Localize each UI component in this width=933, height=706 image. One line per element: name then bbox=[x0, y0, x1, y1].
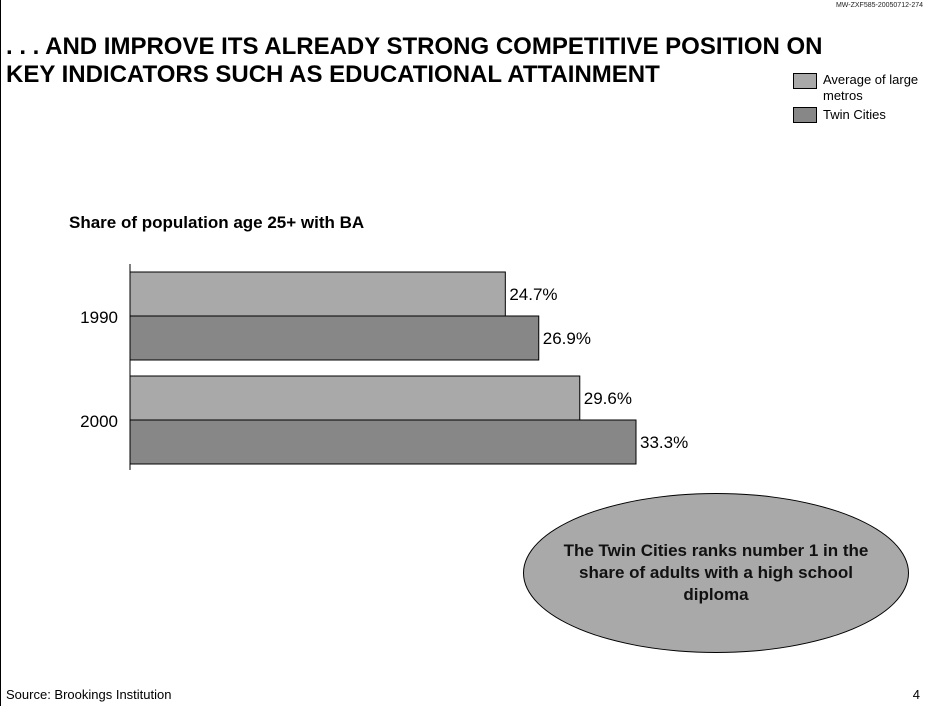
document-id: MW-ZXF585-20050712-274 bbox=[835, 2, 923, 9]
legend-label-average: Average of large metros bbox=[823, 72, 919, 103]
bar-average-1990 bbox=[129, 271, 506, 317]
chart-legend: Average of large metros Twin Cities bbox=[793, 72, 928, 141]
data-label-average-1990: 24.7% bbox=[509, 285, 557, 304]
legend-item-twin-cities: Twin Cities bbox=[793, 107, 928, 141]
callout-ellipse: The Twin Cities ranks number 1 in the sh… bbox=[523, 493, 909, 653]
title-line-1: . . . AND IMPROVE ITS ALREADY STRONG COM… bbox=[6, 33, 823, 60]
category-label-1990: 1990 bbox=[80, 308, 118, 327]
data-label-average-2000: 29.6% bbox=[584, 389, 632, 408]
bar-twin-cities-1990 bbox=[129, 315, 540, 361]
legend-item-average: Average of large metros bbox=[793, 72, 928, 107]
slide-title: . . . AND IMPROVE ITS ALREADY STRONG COM… bbox=[6, 33, 906, 89]
title-line-2: KEY INDICATORS SUCH AS EDUCATIONAL ATTAI… bbox=[6, 61, 660, 88]
data-label-twin-cities-1990: 26.9% bbox=[543, 329, 591, 348]
category-label-2000: 2000 bbox=[80, 412, 118, 431]
page-number: 4 bbox=[912, 687, 920, 702]
legend-label-twin-cities: Twin Cities bbox=[823, 107, 886, 122]
source-note: Source: Brookings Institution bbox=[6, 687, 172, 702]
legend-swatch-twin-cities bbox=[793, 107, 817, 123]
bar-average-2000 bbox=[129, 375, 581, 421]
data-label-twin-cities-2000: 33.3% bbox=[640, 433, 688, 452]
legend-swatch-average bbox=[793, 73, 817, 89]
chart-title: Share of population age 25+ with BA bbox=[69, 213, 365, 232]
slide-left-border bbox=[0, 0, 1, 706]
bar-twin-cities-2000 bbox=[129, 419, 637, 465]
